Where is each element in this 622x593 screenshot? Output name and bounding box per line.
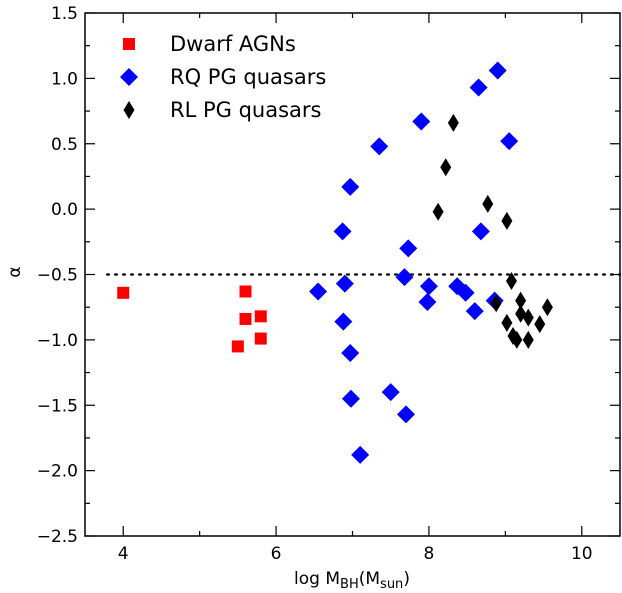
x-tick-label: 10	[571, 544, 593, 564]
data-point	[432, 202, 444, 221]
y-tick-label: −1.5	[37, 396, 78, 416]
y-tick-label: −2.0	[37, 462, 78, 482]
data-point	[309, 282, 328, 301]
legend-label: RL PG quasars	[170, 98, 321, 122]
data-point	[341, 177, 360, 196]
y-axis-label: α	[5, 266, 25, 277]
data-point	[541, 298, 553, 317]
legend: Dwarf AGNs RQ PG quasars RL PG quasars	[120, 32, 326, 122]
legend-marker	[120, 68, 138, 86]
data-point	[490, 294, 502, 313]
series-1	[309, 61, 519, 464]
data-point	[333, 222, 352, 241]
data-point	[522, 308, 534, 327]
data-point	[351, 445, 370, 464]
y-tick-label: −1.0	[37, 331, 78, 351]
data-point	[254, 310, 267, 323]
y-tick-label: −0.5	[37, 266, 78, 286]
data-point	[117, 286, 130, 299]
data-point	[534, 315, 546, 334]
data-point	[399, 239, 418, 258]
data-point	[239, 312, 252, 325]
data-point	[440, 158, 452, 177]
data-point	[471, 222, 490, 241]
data-point	[465, 302, 484, 321]
data-point	[511, 330, 523, 349]
data-point	[254, 332, 267, 345]
axes: 4 6 8 10 1.5 1.0 0.5 0.0 −0.5 −1.0 −1.5 −2.0 −2.5	[37, 4, 621, 564]
data-point	[239, 285, 252, 298]
legend-label: RQ PG quasars	[170, 65, 326, 89]
legend-item: RL PG quasars	[123, 98, 321, 122]
data-point	[370, 137, 389, 156]
data-point	[341, 343, 360, 362]
data-point	[482, 194, 494, 213]
x-axis-label: log MBH(Msun)	[294, 569, 410, 592]
x-tick-label: 8	[424, 544, 435, 564]
data-point	[522, 330, 534, 349]
data-point	[381, 383, 400, 402]
data-point	[335, 274, 354, 293]
data-point	[397, 405, 415, 424]
x-tick-label: 6	[271, 544, 282, 564]
data-point	[231, 340, 244, 353]
legend-item: RQ PG quasars	[120, 65, 326, 89]
y-tick-label: 1.0	[51, 69, 78, 89]
data-point	[515, 291, 527, 310]
legend-item: Dwarf AGNs	[123, 32, 296, 56]
y-tick-label: 0.5	[51, 135, 78, 155]
y-tick-label: 0.0	[51, 200, 78, 220]
data-point	[505, 272, 517, 291]
data-point	[412, 112, 431, 131]
series-2	[432, 113, 553, 349]
data-point	[469, 78, 488, 97]
plot-area	[105, 61, 622, 464]
legend-label: Dwarf AGNs	[170, 32, 296, 56]
data-point	[341, 389, 360, 408]
data-point	[447, 113, 459, 132]
data-point	[501, 313, 513, 332]
data-point	[501, 211, 513, 230]
data-point	[488, 61, 507, 80]
y-tick-label: −2.5	[37, 527, 78, 547]
data-point	[419, 277, 438, 296]
data-point	[500, 132, 519, 151]
data-point	[395, 268, 414, 287]
y-tick-label: 1.5	[51, 4, 78, 24]
data-point	[456, 283, 475, 302]
data-point	[334, 312, 353, 331]
x-tick-label: 4	[118, 544, 129, 564]
legend-marker	[123, 101, 135, 119]
series-0	[117, 285, 267, 353]
legend-marker	[123, 38, 135, 50]
data-point	[418, 292, 437, 311]
